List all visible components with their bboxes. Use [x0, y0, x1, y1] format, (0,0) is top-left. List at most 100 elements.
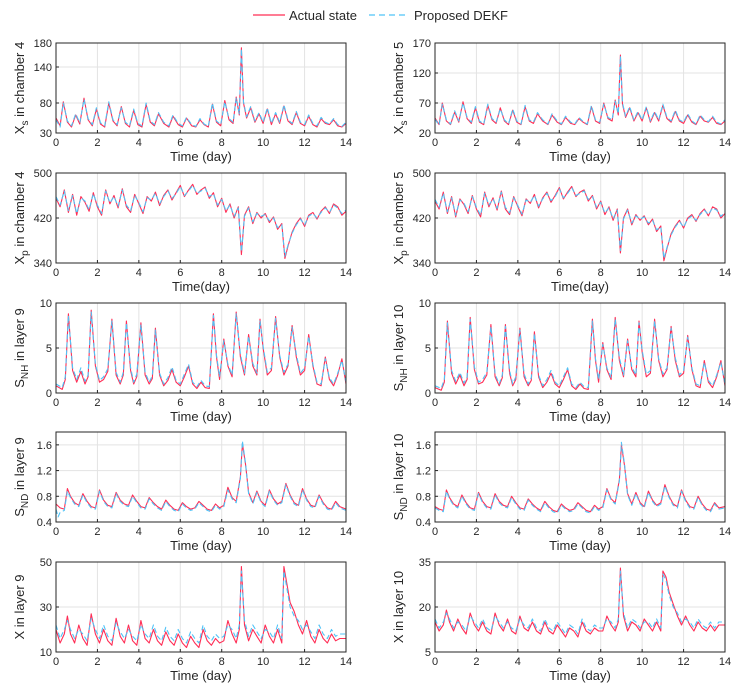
x-tick-label: 2	[94, 267, 100, 279]
x-tick-label: 6	[556, 137, 562, 149]
x-tick-label: 12	[677, 656, 689, 668]
chart-panel-1: 0 2 4 6 8 10 12 14 30 80 140 180 Time (day) Xs in cha…	[12, 38, 352, 164]
x-tick-label: 4	[136, 397, 142, 409]
x-tick-label: 8	[598, 656, 604, 668]
x-tick-label: 0	[53, 267, 59, 279]
x-axis-label: Time (day)	[170, 409, 232, 424]
x-tick-label: 8	[219, 526, 225, 538]
x-tick-label: 14	[719, 137, 731, 149]
x-tick-label: 12	[298, 267, 310, 279]
x-tick-label: 8	[219, 656, 225, 668]
series-actual-state-line	[434, 316, 726, 391]
x-tick-label: 0	[432, 526, 438, 538]
x-axis-label: Time (day)	[549, 538, 611, 553]
x-tick-label: 14	[719, 267, 731, 279]
y-tick-label: 80	[40, 98, 52, 110]
axes-frame	[55, 431, 347, 523]
series-proposed-dekf-line	[434, 187, 726, 260]
x-tick-label: 10	[257, 397, 269, 409]
y-axis-label: X in layer 9	[12, 574, 27, 639]
x-tick-label: 0	[432, 656, 438, 668]
x-tick-label: 4	[515, 656, 521, 668]
y-tick-label: 420	[34, 213, 52, 225]
x-tick-label: 10	[636, 137, 648, 149]
y-tick-label: 5	[425, 647, 431, 659]
y-tick-label: 340	[34, 258, 52, 270]
y-tick-label: 0.4	[416, 517, 431, 529]
chart-panel-8: 0 2 4 6 8 10 12 14 0.4 0.8 1.2 1.6 Time (day) SND in …	[391, 431, 731, 553]
series-actual-state-line	[434, 444, 726, 513]
x-tick-label: 2	[94, 656, 100, 668]
x-tick-label: 14	[719, 526, 731, 538]
y-axis-label: SNH in layer 9	[12, 308, 31, 388]
y-tick-label: 500	[413, 168, 431, 180]
y-tick-label: 0	[46, 388, 52, 400]
y-tick-label: 120	[413, 68, 431, 80]
x-tick-label: 2	[473, 526, 479, 538]
x-tick-label: 6	[177, 397, 183, 409]
x-axis-label: Time(day)	[172, 279, 230, 294]
x-tick-label: 2	[94, 137, 100, 149]
y-tick-label: 0	[425, 388, 431, 400]
x-tick-label: 14	[340, 397, 352, 409]
x-tick-label: 6	[556, 656, 562, 668]
x-tick-label: 8	[598, 267, 604, 279]
x-tick-label: 12	[677, 397, 689, 409]
x-axis-label: Time (day)	[170, 668, 232, 683]
y-tick-label: 10	[419, 298, 431, 310]
x-tick-label: 12	[677, 267, 689, 279]
axes-frame	[55, 42, 347, 134]
y-tick-label: 20	[419, 128, 431, 140]
series-proposed-dekf-line	[55, 311, 347, 389]
y-tick-label: 500	[34, 168, 52, 180]
x-axis-label: Time (day)	[549, 668, 611, 683]
series-actual-state-line	[434, 567, 725, 638]
series-actual-state-line	[55, 565, 346, 649]
x-tick-label: 10	[257, 267, 269, 279]
series-proposed-dekf-line	[55, 48, 347, 128]
x-tick-label: 12	[298, 526, 310, 538]
x-tick-label: 10	[636, 267, 648, 279]
x-tick-label: 4	[515, 267, 521, 279]
x-tick-label: 2	[473, 267, 479, 279]
x-tick-label: 4	[136, 137, 142, 149]
y-axis-label: SNH in layer 10	[391, 305, 410, 392]
x-tick-label: 2	[473, 656, 479, 668]
x-tick-label: 14	[719, 397, 731, 409]
x-tick-label: 0	[53, 397, 59, 409]
chart-panel-2: 0 2 4 6 8 10 12 14 20 70 120 170 Time (day) Xs in cha…	[391, 38, 731, 164]
series-proposed-dekf-line	[434, 318, 726, 390]
series-proposed-dekf-line	[434, 570, 725, 635]
axes-frame	[434, 431, 726, 523]
chart-panel-3: 0 2 4 6 8 10 12 14 340 420 500 Time(day) Xp in chamb…	[12, 168, 352, 294]
y-axis-label: SND in layer 10	[391, 434, 410, 521]
x-tick-label: 2	[94, 397, 100, 409]
x-tick-label: 0	[53, 656, 59, 668]
y-tick-label: 340	[413, 258, 431, 270]
x-tick-label: 14	[340, 526, 352, 538]
series-proposed-dekf-line	[55, 570, 346, 644]
x-tick-label: 14	[719, 656, 731, 668]
chart-panel-9: 0 2 4 6 8 10 12 14 10 30 50 Time (day) X in layer 9	[12, 557, 352, 683]
y-tick-label: 0.4	[37, 517, 52, 529]
x-tick-label: 8	[219, 267, 225, 279]
x-axis-label: Time(day)	[551, 279, 609, 294]
x-tick-label: 0	[432, 267, 438, 279]
x-tick-label: 14	[340, 137, 352, 149]
x-tick-label: 0	[432, 137, 438, 149]
x-tick-label: 4	[136, 526, 142, 538]
x-tick-label: 0	[53, 137, 59, 149]
y-tick-label: 5	[425, 343, 431, 355]
y-axis-label: X in layer 10	[391, 571, 406, 643]
y-tick-label: 140	[34, 62, 52, 74]
x-axis-label: Time (day)	[170, 538, 232, 553]
y-tick-label: 170	[413, 38, 431, 50]
x-tick-label: 4	[515, 526, 521, 538]
x-tick-label: 6	[177, 137, 183, 149]
y-tick-label: 70	[419, 98, 431, 110]
x-tick-label: 0	[53, 526, 59, 538]
legend-actual-label: Actual state	[289, 8, 357, 23]
x-tick-label: 10	[257, 656, 269, 668]
y-tick-label: 10	[40, 298, 52, 310]
